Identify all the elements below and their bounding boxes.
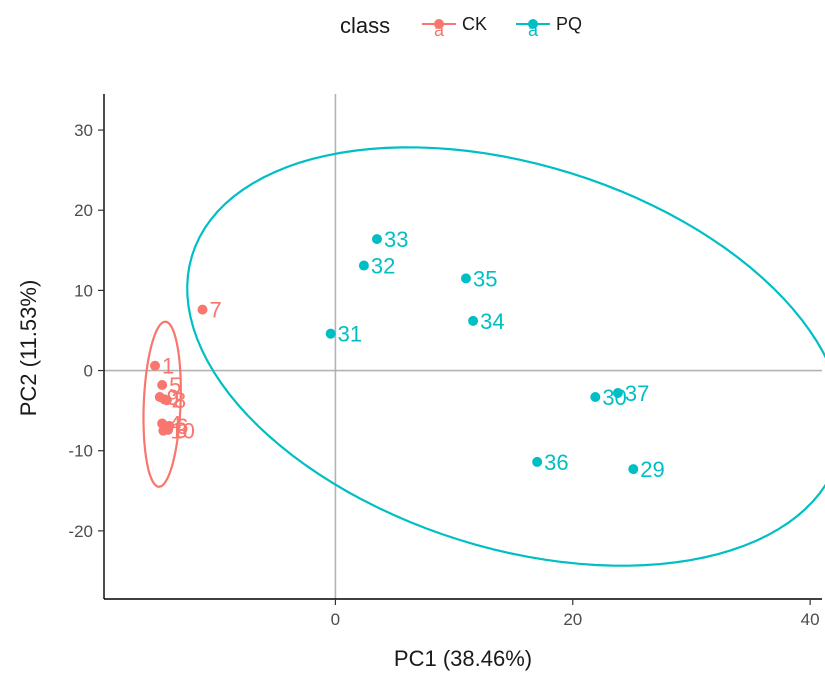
- ellipse-ck: [142, 320, 182, 488]
- axes: [103, 94, 822, 600]
- point-label-32: 32: [371, 254, 395, 279]
- legend: class a CK a PQ: [340, 13, 582, 40]
- y-tick-label-10: 10: [74, 281, 93, 300]
- x-axis-ticks: 0 20 40: [331, 599, 820, 629]
- x-axis-title: PC1 (38.46%): [394, 646, 532, 671]
- panel-background: [104, 94, 822, 599]
- y-axis-title: PC2 (11.53%): [16, 280, 41, 417]
- point-label-10: 10: [170, 419, 194, 444]
- point-29: [628, 464, 639, 475]
- point-label-31: 31: [338, 322, 362, 347]
- legend-title: class: [340, 13, 390, 38]
- point-1: [150, 360, 161, 371]
- point-37: [612, 387, 623, 398]
- y-axis-ticks: -20 -10 0 10 20 30: [68, 121, 104, 541]
- point-label-3: 3: [175, 418, 187, 443]
- data-points: [150, 234, 639, 475]
- point-label-33: 33: [384, 227, 408, 252]
- point-33: [371, 234, 382, 245]
- y-tick-label--20: -20: [68, 522, 93, 541]
- point-32: [358, 260, 369, 271]
- point-36: [532, 456, 543, 467]
- point-label-34: 34: [480, 309, 504, 334]
- point-label-8: 8: [174, 388, 186, 413]
- legend-entries: a CK a PQ: [422, 14, 582, 40]
- point-label-30: 30: [602, 385, 626, 410]
- y-tick-label-20: 20: [74, 201, 93, 220]
- point-34: [468, 315, 479, 326]
- x-tick-label-40: 40: [801, 610, 820, 629]
- x-tick-label-20: 20: [563, 610, 582, 629]
- point-label-1: 1: [162, 354, 174, 379]
- point-label-9: 9: [167, 385, 179, 410]
- legend-label-ck: CK: [462, 14, 487, 34]
- legend-key-glyph: a: [528, 20, 539, 40]
- point-label-4: 4: [169, 411, 181, 436]
- ellipse-pq: [186, 146, 825, 567]
- point-35: [460, 273, 471, 284]
- point-10: [158, 425, 169, 436]
- point-label-29: 29: [640, 457, 664, 482]
- point-label-6: 6: [176, 414, 188, 439]
- reference-lines: [104, 94, 822, 599]
- legend-key-point: [434, 19, 444, 29]
- point-label-2: 2: [172, 387, 184, 412]
- point-label-7: 7: [210, 298, 222, 323]
- y-tick-label-0: 0: [84, 362, 93, 381]
- legend-label-pq: PQ: [556, 14, 582, 34]
- point-31: [325, 328, 336, 339]
- point-5: [157, 379, 168, 390]
- point-label-5: 5: [169, 373, 181, 398]
- legend-entry-ck: a CK: [422, 14, 487, 40]
- point-label-35: 35: [473, 266, 497, 291]
- y-tick-label--10: -10: [68, 442, 93, 461]
- point-label-36: 36: [544, 450, 568, 475]
- point-label-37: 37: [625, 381, 649, 406]
- legend-key-point: [528, 19, 538, 29]
- point-9: [154, 392, 165, 402]
- legend-key-glyph: a: [434, 20, 445, 40]
- y-tick-label-30: 30: [74, 121, 93, 140]
- confidence-ellipses: [142, 146, 825, 567]
- point-30: [590, 392, 601, 402]
- point-7: [197, 304, 208, 315]
- x-tick-label-0: 0: [331, 610, 340, 629]
- legend-entry-pq: a PQ: [516, 14, 582, 40]
